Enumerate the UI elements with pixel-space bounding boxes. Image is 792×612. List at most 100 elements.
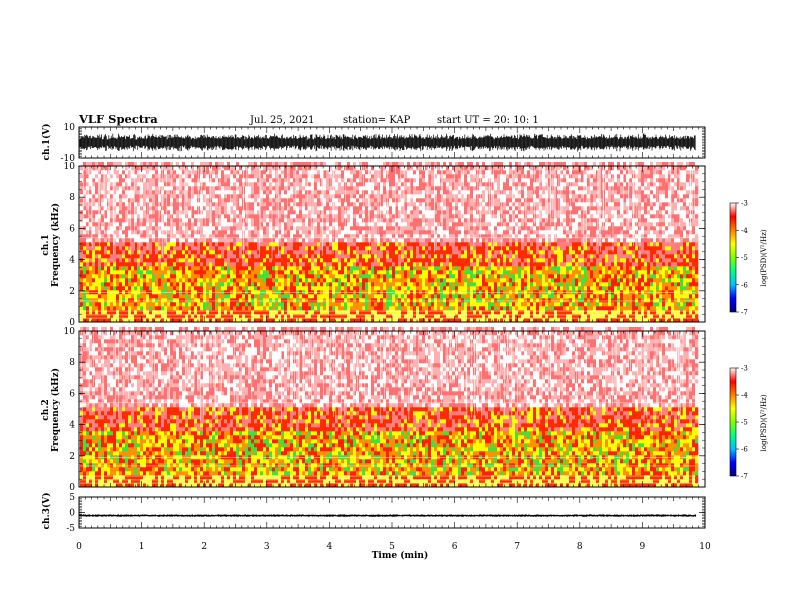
spectrogram-cell	[299, 162, 303, 167]
spectrogram-cell	[257, 170, 261, 175]
spectrogram-cell	[83, 250, 87, 255]
spectrogram-cell	[353, 294, 357, 299]
spectrogram-cell	[314, 274, 318, 279]
spectrogram-cell	[368, 162, 372, 167]
spectrogram-cell	[155, 242, 159, 247]
spectrogram-cell	[416, 302, 420, 307]
spectrogram-cell	[431, 318, 435, 323]
spectrogram-cell	[209, 274, 213, 279]
spectrogram-cell	[227, 170, 231, 175]
spectrogram-cell	[248, 222, 252, 227]
spectrogram-cell	[173, 226, 177, 231]
spectrogram-cell	[302, 246, 306, 251]
spectrogram-cell	[287, 210, 291, 215]
spectrogram-cell	[143, 250, 147, 255]
spectrogram-cell	[374, 258, 378, 263]
spectrogram-cell	[335, 270, 339, 275]
spectrogram-cell	[287, 294, 291, 299]
spectrogram-cell	[272, 186, 276, 191]
spectrogram-cell	[290, 302, 294, 307]
spectrogram-cell	[98, 250, 102, 255]
spectrogram-cell	[275, 218, 279, 223]
spectrogram-cell	[368, 266, 372, 271]
spectrogram-cell	[167, 266, 171, 271]
spectrogram-cell	[323, 162, 327, 167]
spectrogram-cell	[407, 266, 411, 271]
spectrogram-cell	[350, 306, 354, 311]
spectrogram-cell	[203, 318, 207, 323]
spectrogram-cell	[305, 298, 309, 303]
spectrogram-cell	[173, 198, 177, 203]
spectrogram-cell	[119, 186, 123, 191]
spectrogram-cell	[101, 234, 105, 239]
spectrogram-cell	[368, 174, 372, 179]
spectrogram-cell	[404, 186, 408, 191]
spectrogram-cell	[113, 266, 117, 271]
spectrogram-cell	[320, 250, 324, 255]
spectrogram-cell	[236, 238, 240, 243]
spectrogram-cell	[113, 250, 117, 255]
spectrogram-cell	[278, 250, 282, 255]
spectrogram-cell	[89, 182, 93, 187]
spectrogram-cell	[329, 274, 333, 279]
spectrogram-cell	[152, 302, 156, 307]
spectrogram-cell	[104, 194, 108, 199]
spectrogram-cell	[149, 258, 153, 263]
spectrogram-cell	[314, 270, 318, 275]
spectrogram-cell	[347, 186, 351, 191]
spectrogram-cell	[155, 198, 159, 203]
spectrogram-cell	[368, 246, 372, 251]
spectrogram-cell	[110, 222, 114, 227]
spectrogram-cell	[245, 222, 249, 227]
spectrogram-cell	[224, 230, 228, 235]
spectrogram-cell	[284, 226, 288, 231]
spectrogram-cell	[203, 270, 207, 275]
spectrogram-cell	[305, 222, 309, 227]
spectrogram-cell	[209, 238, 213, 243]
spectrogram-cell	[362, 254, 366, 259]
spectrogram-cell	[98, 306, 102, 311]
spectrogram-cell	[134, 314, 138, 319]
spectrogram-cell	[134, 318, 138, 323]
spectrogram-cell	[104, 210, 108, 215]
spectrogram-cell	[299, 226, 303, 231]
spectrogram-cell	[200, 214, 204, 219]
spectrogram-cell	[179, 318, 183, 323]
spectrogram-cell	[155, 286, 159, 291]
spectrogram-cell	[347, 282, 351, 287]
spectrogram-cell	[239, 166, 243, 171]
spectrogram-cell	[404, 286, 408, 291]
spectrogram-cell	[287, 314, 291, 319]
spectrogram-cell	[371, 246, 375, 251]
spectrogram-cell	[221, 162, 225, 167]
spectrogram-cell	[389, 162, 393, 167]
spectrogram-cell	[206, 258, 210, 263]
spectrogram-cell	[176, 162, 180, 167]
spectrogram-cell	[296, 202, 300, 207]
spectrogram-cell	[278, 302, 282, 307]
spectrogram-cell	[125, 258, 129, 263]
spectrogram-cell	[257, 294, 261, 299]
spectrogram-cell	[236, 178, 240, 183]
spectrogram-cell	[308, 302, 312, 307]
spectrogram-cell	[185, 282, 189, 287]
spectrogram-cell	[146, 238, 150, 243]
spectrogram-cell	[260, 242, 264, 247]
spectrogram-cell	[194, 294, 198, 299]
spectrogram-cell	[362, 242, 366, 247]
spectrogram-cell	[425, 282, 429, 287]
spectrogram-cell	[428, 186, 432, 191]
spectrogram-cell	[86, 178, 90, 183]
spectrogram-cell	[203, 230, 207, 235]
spectrogram-cell	[212, 214, 216, 219]
spectrogram-cell	[299, 194, 303, 199]
spectrogram-cell	[287, 170, 291, 175]
spectrogram-cell	[257, 282, 261, 287]
spectrogram-cell	[299, 178, 303, 183]
spectrogram-cell	[278, 198, 282, 203]
spectrogram-cell	[311, 218, 315, 223]
spectrogram-cell	[266, 194, 270, 199]
spectrogram-cell	[173, 234, 177, 239]
spectrogram-cell	[125, 318, 129, 323]
spectrogram-cell	[383, 294, 387, 299]
